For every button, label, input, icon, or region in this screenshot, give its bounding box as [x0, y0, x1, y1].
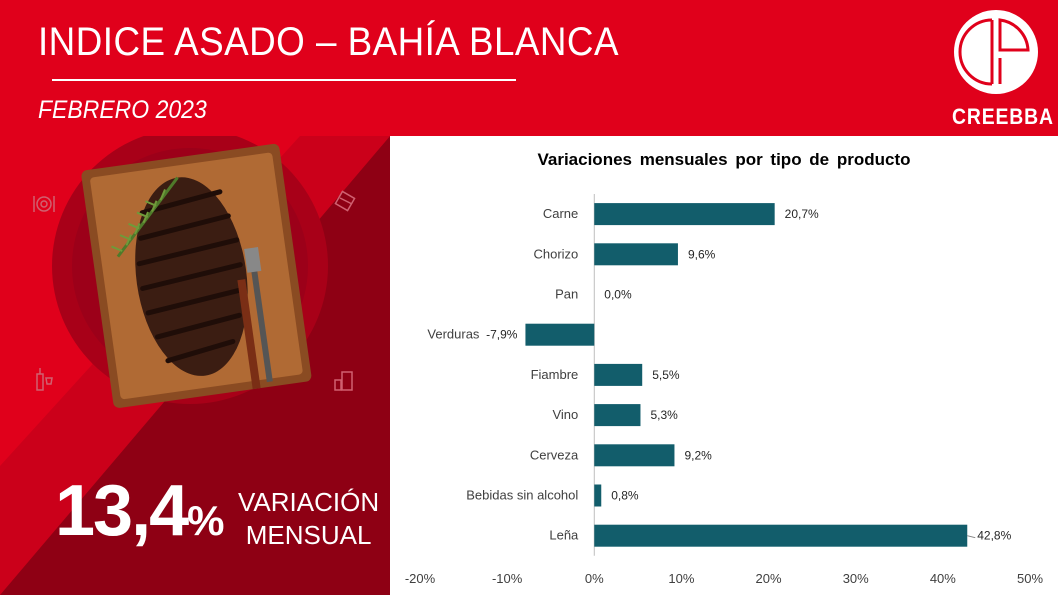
- x-tick-label: 0%: [585, 571, 604, 586]
- asado-illustration: [0, 136, 390, 595]
- data-label: 42,8%: [977, 529, 1011, 543]
- data-label: 9,6%: [688, 247, 716, 261]
- category-label: Chorizo: [533, 246, 578, 261]
- category-label: Cerveza: [530, 447, 579, 462]
- x-tick-label: -20%: [405, 571, 436, 586]
- bar-chart: Carne 20,7% Chorizo 9,6% Pan 0,0% Verduras -7,9…: [405, 194, 1043, 586]
- bar-6: [594, 444, 675, 467]
- category-label: Leña: [549, 528, 579, 543]
- bar-5: [594, 404, 641, 427]
- index-label-line1: VARIACIÓN: [238, 487, 380, 517]
- data-label: 9,2%: [684, 448, 712, 462]
- slide-subtitle: FEBRERO 2023: [38, 96, 207, 124]
- data-label: 5,5%: [652, 368, 680, 382]
- x-tick-label: 20%: [756, 571, 782, 586]
- data-label: -7,9%: [486, 328, 518, 342]
- bar-0: [594, 203, 775, 226]
- data-label-leader: [967, 535, 976, 539]
- bar-4: [594, 363, 643, 386]
- bar-7: [594, 484, 602, 507]
- chart-panel: Variaciones mensuales por tipo de produc…: [390, 136, 1058, 595]
- chart-title: Variaciones mensuales por tipo de produc…: [537, 150, 911, 169]
- data-label: 0,8%: [611, 489, 639, 503]
- data-label: 5,3%: [650, 408, 678, 422]
- creebba-logo-icon: [954, 10, 1038, 94]
- bar-8: [594, 524, 968, 547]
- steak-board-icon: [81, 143, 312, 408]
- x-tick-label: 40%: [930, 571, 956, 586]
- category-label: Carne: [543, 206, 578, 221]
- category-label: Pan: [555, 287, 578, 302]
- title-underline: [52, 79, 516, 81]
- dishes-icon: [33, 196, 55, 212]
- index-label: VARIACIÓN MENSUAL: [238, 486, 379, 552]
- slide-title: INDICE ASADO – BAHÍA BLANCA: [38, 20, 619, 64]
- index-number: 13,4: [55, 471, 189, 551]
- drinks-icon: [334, 371, 353, 391]
- bar-1: [594, 243, 678, 266]
- wine-bottle-icon: [36, 368, 53, 391]
- category-label: Vino: [552, 407, 578, 422]
- x-tick-label: 30%: [843, 571, 869, 586]
- x-tick-label: -10%: [492, 571, 523, 586]
- x-tick-label: 50%: [1017, 571, 1043, 586]
- index-value: 13,4%: [55, 470, 225, 552]
- category-label: Bebidas sin alcohol: [466, 488, 578, 503]
- grill-icon: [334, 190, 356, 212]
- category-label: Fiambre: [531, 367, 579, 382]
- data-label: 20,7%: [785, 207, 819, 221]
- logo-text: CREEBBA: [952, 104, 1054, 129]
- bar-3: [525, 323, 595, 346]
- index-label-line2: MENSUAL: [245, 520, 372, 550]
- category-label: Verduras: [427, 327, 480, 342]
- x-tick-label: 10%: [668, 571, 694, 586]
- index-percent-sign: %: [187, 497, 225, 544]
- data-label: 0,0%: [604, 288, 632, 302]
